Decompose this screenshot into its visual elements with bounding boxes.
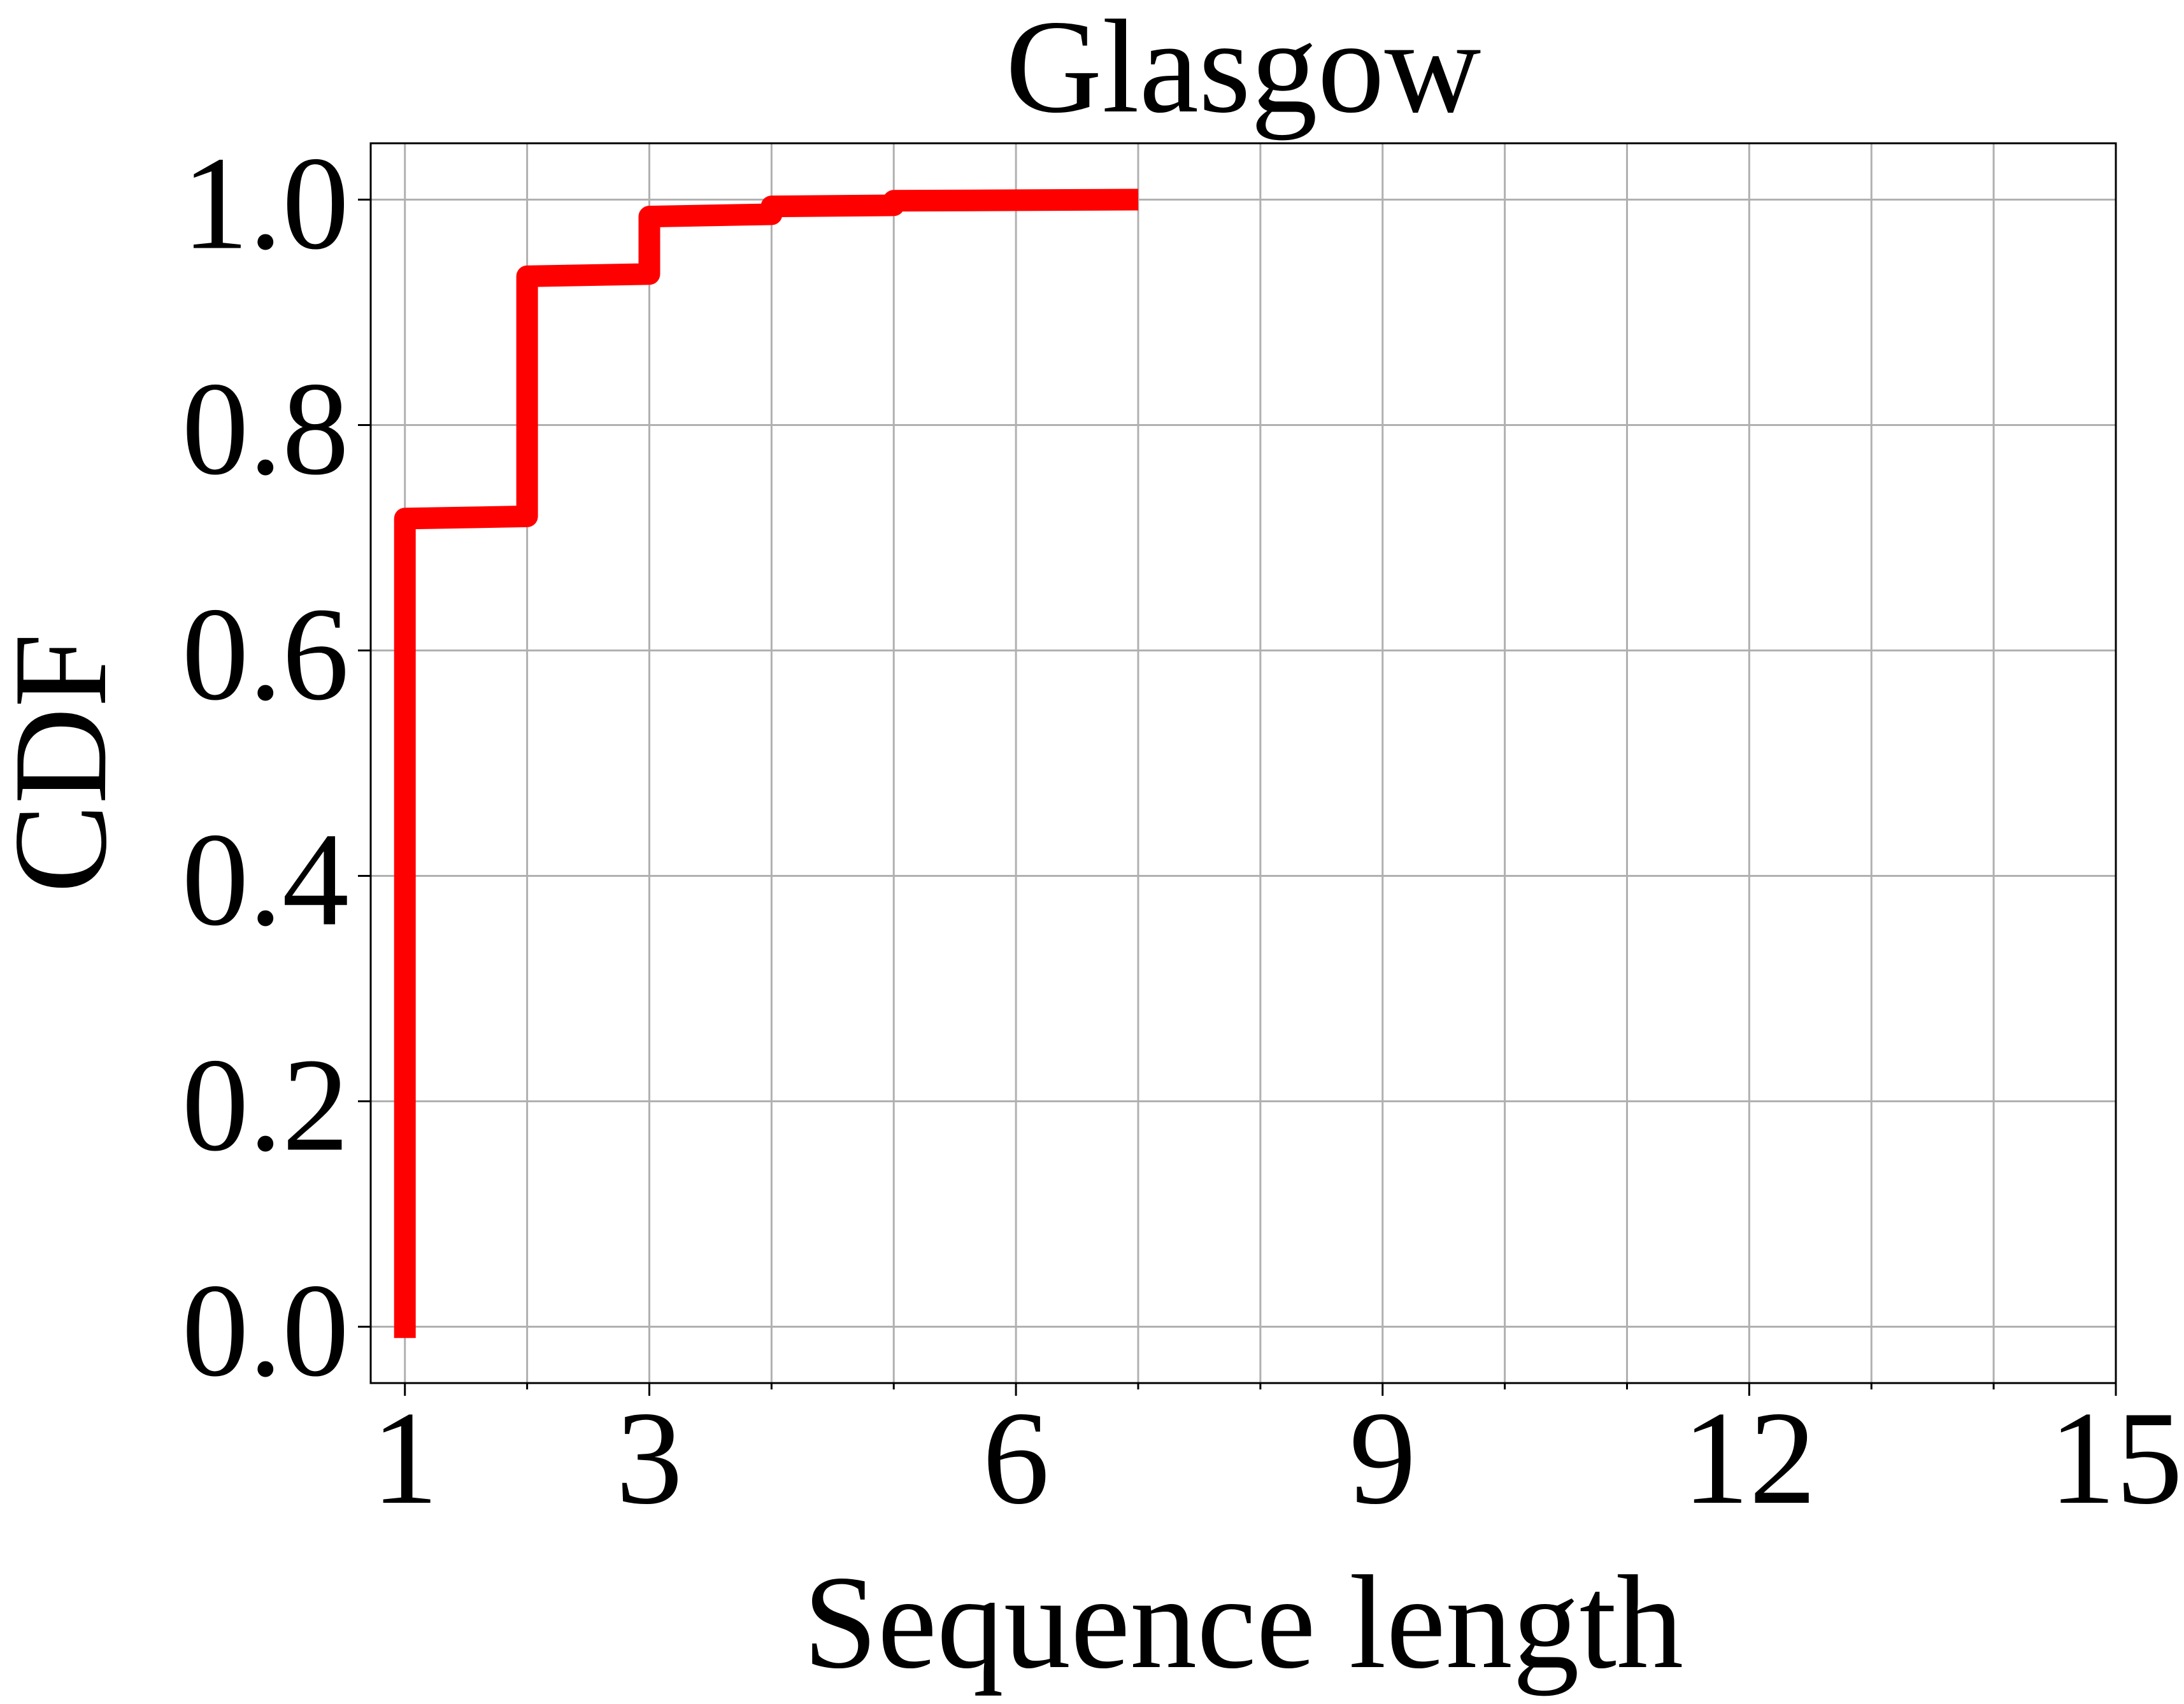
y-tick-label: 1.0 xyxy=(182,130,350,278)
cdf-series-line xyxy=(394,188,1139,1338)
chart-title: Glasgow xyxy=(1006,0,1481,141)
x-tick-label: 3 xyxy=(616,1384,683,1532)
x-tick-label: 1 xyxy=(371,1384,438,1532)
x-tick-label: 15 xyxy=(2049,1384,2183,1532)
y-tick-label: 0.0 xyxy=(182,1257,350,1405)
plot-area-frame xyxy=(369,142,2117,1384)
grid-layer xyxy=(371,143,2117,1383)
x-tick-label: 6 xyxy=(983,1384,1050,1532)
y-tick-label: 0.2 xyxy=(182,1032,350,1179)
x-tick-label: 12 xyxy=(1682,1384,1816,1532)
y-tick-label: 0.6 xyxy=(182,581,350,728)
x-axis-label: Sequence length xyxy=(803,1549,1683,1696)
y-tick-label: 0.4 xyxy=(182,806,350,954)
tick-layer: 1 3 6 9 12 15 0.0 0.2 0.4 0.6 0.8 1.0 xyxy=(182,130,2183,1533)
series-layer xyxy=(394,188,1139,1338)
x-tick-label: 9 xyxy=(1349,1384,1416,1532)
y-tick-label: 0.8 xyxy=(182,355,350,503)
y-axis-label: CDF xyxy=(0,633,134,893)
